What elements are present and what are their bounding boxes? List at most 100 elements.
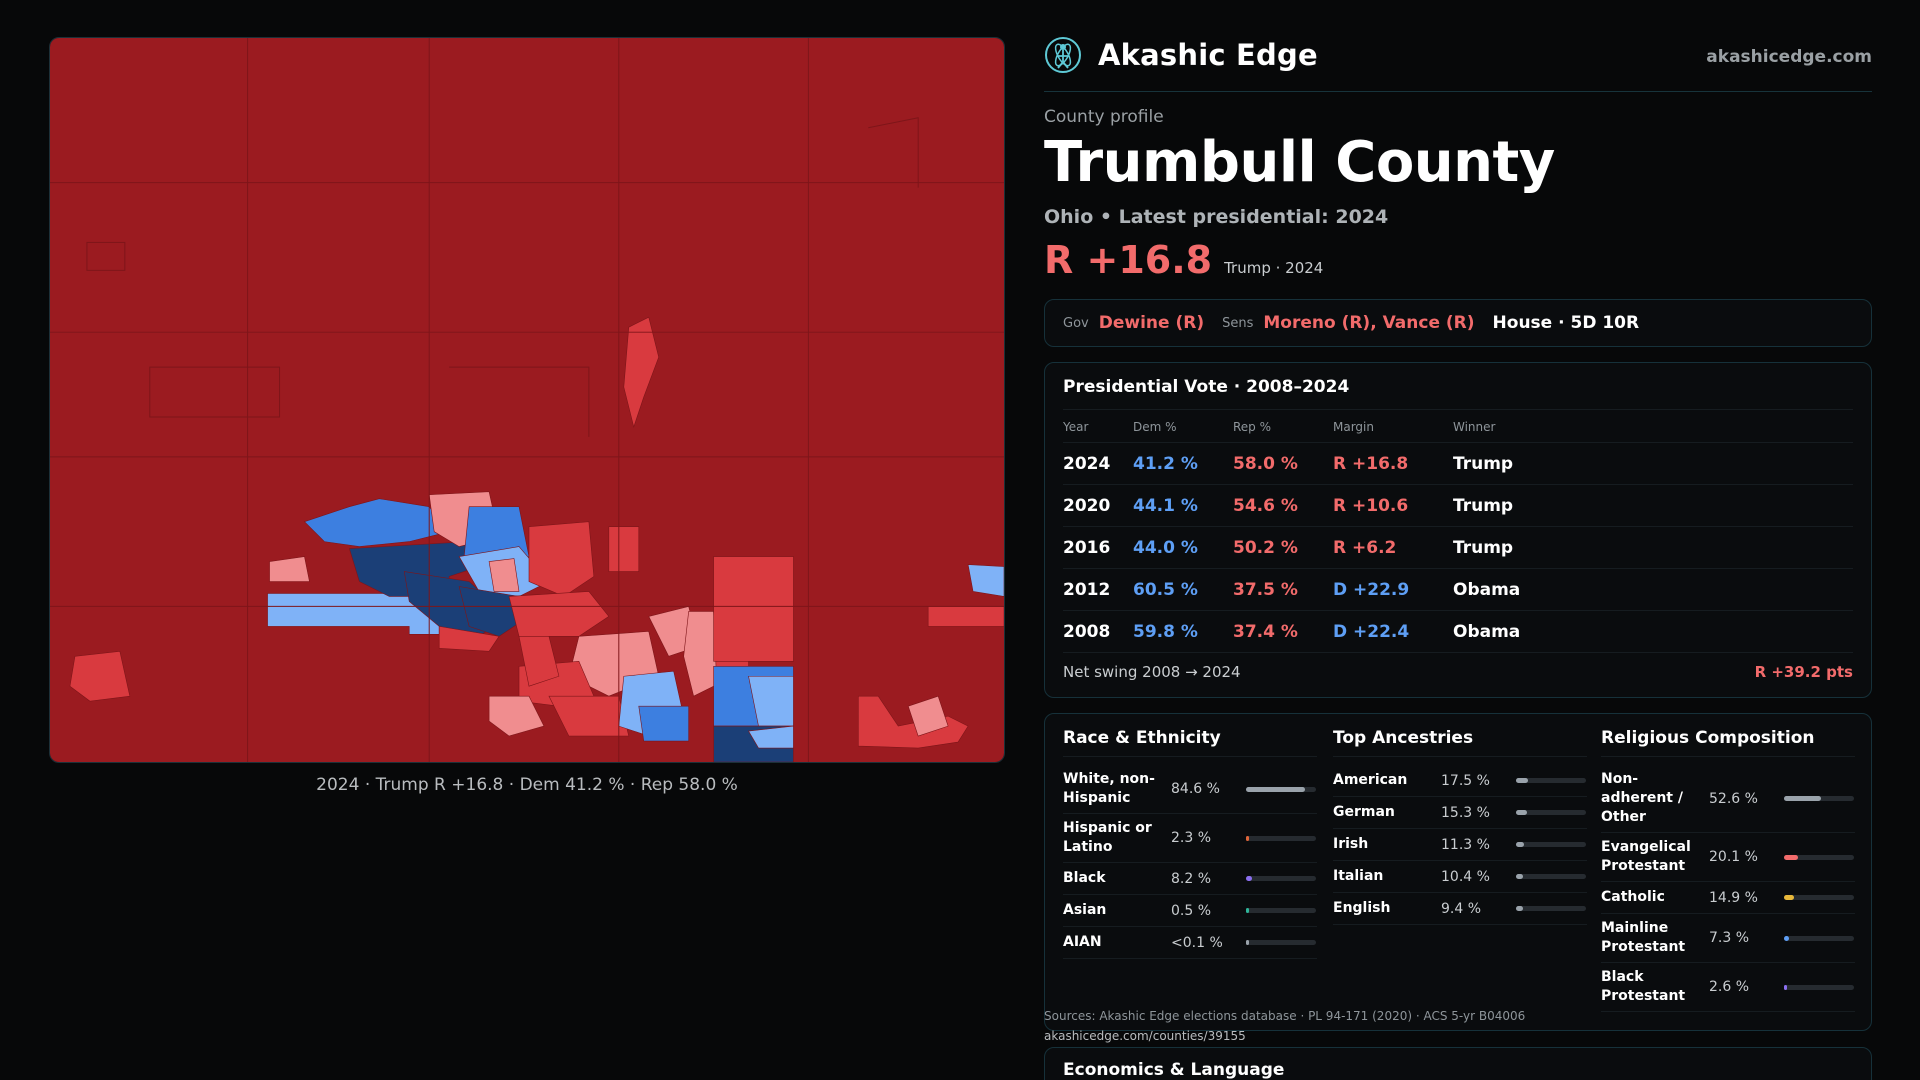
item-value: 8.2 % — [1171, 870, 1212, 887]
list-item: Hispanic or Latino 2.3 % — [1063, 814, 1317, 863]
list-item: Irish 11.3 % — [1333, 829, 1587, 861]
latest-margin-meta: Trump · 2024 — [1224, 259, 1324, 277]
precinct-region[interactable] — [488, 558, 520, 592]
table-row: 2012 60.5 % 37.5 % D +22.9 Obama — [1063, 568, 1853, 611]
precinct-map[interactable] — [49, 37, 1005, 763]
share-bar-fill — [1246, 786, 1306, 792]
cell-year: 2012 — [1063, 568, 1133, 611]
brand[interactable]: Akashic Edge — [1044, 36, 1318, 74]
list-item: Catholic 14.9 % — [1601, 882, 1855, 914]
precinct-region[interactable] — [508, 591, 610, 637]
item-label: Italian — [1333, 868, 1384, 884]
precinct-region[interactable] — [967, 564, 1004, 597]
share-bar — [1246, 786, 1316, 792]
item-value: 2.3 % — [1171, 830, 1212, 846]
religion-title: Religious Composition — [1601, 728, 1855, 757]
share-bar — [1246, 835, 1316, 841]
officials-card: Gov Dewine (R) Sens Moreno (R), Vance (R… — [1044, 299, 1872, 347]
share-bar-fill — [1784, 854, 1799, 860]
share-bar — [1784, 935, 1854, 941]
item-label: AIAN — [1063, 934, 1102, 950]
list-item: Black 8.2 % — [1063, 863, 1317, 895]
page-title: Trumbull County — [1044, 130, 1555, 195]
share-bar-fill — [1516, 874, 1524, 879]
share-bar-fill — [1246, 940, 1249, 945]
net-swing-label: Net swing 2008 → 2024 — [1063, 663, 1241, 681]
precinct-region[interactable] — [713, 556, 794, 662]
sources-url-link[interactable]: akashicedge.com/counties/39155 — [1044, 1029, 1246, 1043]
list-item: Non-adherent / Other 52.6 % — [1601, 765, 1855, 833]
col-rep: Rep % — [1233, 409, 1333, 443]
cell-rep: 37.5 % — [1233, 568, 1333, 611]
header-divider — [1044, 91, 1872, 92]
list-item: Evangelical Protestant 20.1 % — [1601, 833, 1855, 882]
precinct-region[interactable] — [608, 526, 640, 572]
cell-dem: 44.0 % — [1133, 526, 1233, 569]
list-item: White, non-Hispanic 84.6 % — [1063, 765, 1317, 814]
precinct-region[interactable] — [623, 316, 660, 428]
precinct-region[interactable] — [907, 695, 949, 737]
share-bar — [1516, 874, 1586, 879]
share-bar — [1246, 940, 1316, 945]
precinct-region[interactable] — [638, 705, 689, 742]
cell-margin: R +6.2 — [1333, 526, 1453, 569]
precinct-region[interactable] — [438, 626, 500, 652]
sources-note: Sources: Akashic Edge elections database… — [1044, 1006, 1525, 1046]
item-label: English — [1333, 900, 1391, 916]
cell-dem: 44.1 % — [1133, 484, 1233, 527]
item-value: 9.4 % — [1441, 900, 1482, 917]
page-eyebrow: County profile — [1044, 107, 1164, 127]
share-bar-fill — [1784, 935, 1790, 941]
item-value: 0.5 % — [1171, 902, 1212, 919]
item-value: <0.1 % — [1171, 934, 1223, 951]
cell-year: 2016 — [1063, 526, 1133, 569]
item-label: Mainline Protestant — [1601, 920, 1686, 955]
table-row: 2016 44.0 % 50.2 % R +6.2 Trump — [1063, 526, 1853, 569]
presidential-vote-card: Presidential Vote · 2008–2024 Year Dem %… — [1044, 362, 1872, 698]
precinct-region[interactable] — [927, 606, 1004, 627]
share-bar-fill — [1516, 906, 1523, 911]
list-item: Mainline Protestant 7.3 % — [1601, 914, 1855, 963]
precinct-region[interactable] — [269, 556, 310, 582]
col-winner: Winner — [1453, 409, 1853, 443]
precinct-region[interactable] — [69, 650, 131, 702]
precinct-borders — [50, 38, 1004, 762]
atom-figure-icon — [1045, 37, 1081, 73]
cell-margin: R +10.6 — [1333, 484, 1453, 527]
senators-value: Moreno (R), Vance (R) — [1263, 313, 1475, 333]
item-label: Non-adherent / Other — [1601, 771, 1683, 825]
item-value: 14.9 % — [1709, 889, 1758, 906]
cell-winner: Trump — [1453, 526, 1853, 569]
precinct-region[interactable] — [528, 521, 595, 597]
precinct-region[interactable] — [858, 695, 969, 749]
list-item: Asian 0.5 % — [1063, 895, 1317, 927]
item-value: 17.5 % — [1441, 772, 1490, 789]
sources-text: Sources: Akashic Edge elections database… — [1044, 1009, 1526, 1023]
share-bar-fill — [1246, 908, 1249, 913]
col-dem: Dem % — [1133, 409, 1233, 443]
cell-year: 2020 — [1063, 484, 1133, 527]
cell-dem: 60.5 % — [1133, 568, 1233, 611]
ancestry-title: Top Ancestries — [1333, 728, 1587, 757]
precinct-region[interactable] — [488, 695, 545, 737]
brand-name: Akashic Edge — [1098, 38, 1318, 72]
precinct-region[interactable] — [748, 725, 794, 749]
precinct-region[interactable] — [548, 695, 630, 737]
cell-winner: Obama — [1453, 610, 1853, 653]
table-row: 2024 41.2 % 58.0 % R +16.8 Trump — [1063, 442, 1853, 485]
table-header-row: Year Dem % Rep % Margin Winner — [1063, 409, 1853, 443]
cell-rep: 54.6 % — [1233, 484, 1333, 527]
table-row: 2020 44.1 % 54.6 % R +10.6 Trump — [1063, 484, 1853, 527]
race-ethnicity-section: Race & Ethnicity White, non-Hispanic 84.6… — [1063, 728, 1317, 959]
cell-dem: 41.2 % — [1133, 442, 1233, 485]
precinct-region[interactable] — [518, 636, 560, 687]
item-label: White, non-Hispanic — [1063, 771, 1155, 806]
cell-dem: 59.8 % — [1133, 610, 1233, 653]
item-value: 84.6 % — [1171, 781, 1220, 797]
precinct-map-svg — [50, 38, 1004, 762]
list-item: English 9.4 % — [1333, 893, 1587, 925]
governor-label: Gov — [1063, 315, 1089, 331]
brand-domain-link[interactable]: akashicedge.com — [1706, 47, 1872, 67]
item-value: 7.3 % — [1709, 930, 1750, 946]
item-label: Black — [1063, 870, 1106, 886]
